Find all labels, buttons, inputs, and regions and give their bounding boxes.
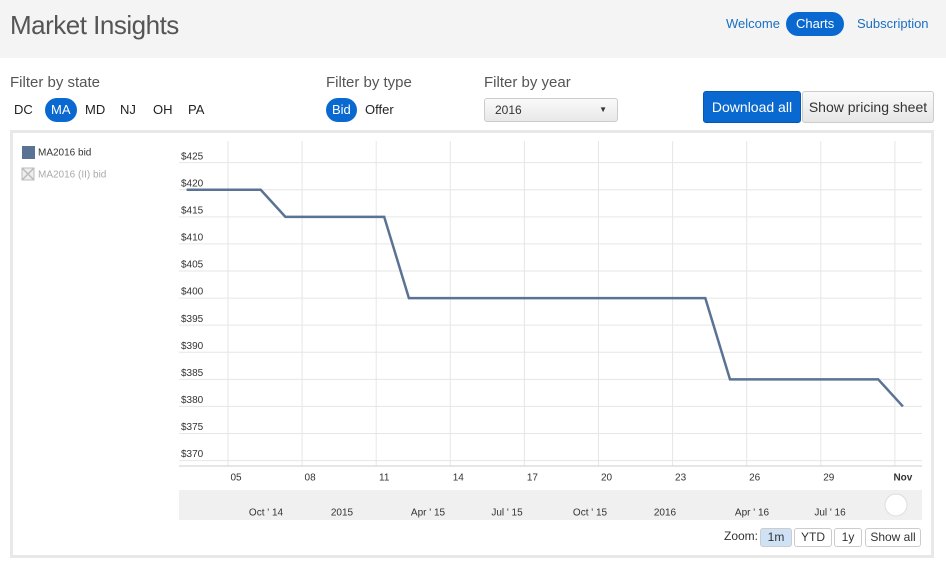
download-button[interactable]: Download all	[703, 91, 801, 123]
navigator-label: Jul ' 16	[814, 508, 846, 519]
y-tick-label: $425	[181, 151, 204, 162]
y-tick-label: $420	[181, 178, 204, 189]
navigator-label: Oct ' 14	[249, 508, 284, 519]
x-tick-label: 17	[527, 473, 539, 484]
x-tick-label: 29	[823, 473, 835, 484]
y-tick-label: $415	[181, 205, 204, 216]
caret: ▼	[599, 105, 607, 114]
y-tick-label: $395	[181, 314, 204, 325]
type-option[interactable]: Bid	[326, 98, 357, 122]
y-tick-label: $375	[181, 422, 204, 433]
zoom-button[interactable]: 1m	[760, 528, 792, 547]
year-select[interactable]: 2016 ▼	[484, 98, 618, 122]
x-tick-label: 23	[675, 473, 687, 484]
legend-label-hidden: MA2016 (II) bid	[38, 170, 106, 181]
zoom-label: Zoom:	[724, 529, 759, 543]
navigator-label: Apr ' 16	[735, 508, 770, 519]
x-tick-label: 20	[601, 473, 613, 484]
navigator	[179, 490, 922, 520]
legend-x	[21, 167, 35, 181]
y-tick-label: $405	[181, 260, 204, 271]
type-option[interactable]: Offer	[365, 102, 394, 117]
x-tick-label: 11	[379, 473, 390, 484]
y-tick-label: $400	[181, 287, 204, 298]
nav-link[interactable]: Subscription	[857, 16, 929, 31]
navigator-label: Oct ' 15	[573, 508, 608, 519]
navigator-label: 2016	[654, 508, 677, 519]
filter-label: Filter by type	[326, 74, 412, 91]
x-tick-label: 26	[749, 473, 761, 484]
y-tick-label: $380	[181, 395, 204, 406]
legend-label: MA2016 bid	[38, 148, 91, 159]
nav-link[interactable]: Charts	[786, 12, 845, 36]
year-value: 2016	[495, 103, 522, 117]
x-tick-label: 08	[305, 473, 317, 484]
state-option[interactable]: MD	[85, 102, 106, 117]
y-tick-label: $410	[181, 233, 204, 244]
x-tick-label: 14	[453, 473, 465, 484]
state-option[interactable]: PA	[188, 102, 205, 117]
zoom-button[interactable]: Show all	[865, 528, 921, 547]
app-title: Market Insights	[10, 10, 179, 40]
state-option[interactable]: MA	[45, 98, 77, 122]
filter-label: Filter by year	[484, 74, 571, 91]
nav-link[interactable]: Welcome	[726, 16, 780, 31]
filter-label: Filter by state	[10, 74, 101, 91]
y-tick-label: $370	[181, 449, 204, 460]
navigator-handle	[884, 493, 908, 517]
zoom-button[interactable]: YTD	[794, 528, 832, 547]
navigator-label: Apr ' 15	[411, 508, 446, 519]
chart-panel	[10, 130, 934, 558]
navigator-label: 2015	[331, 508, 354, 519]
state-option[interactable]: OH	[153, 102, 173, 117]
y-tick-label: $385	[181, 368, 204, 379]
x-tick-label: Nov	[893, 473, 912, 484]
legend-swatch	[22, 146, 35, 159]
state-option[interactable]: DC	[14, 102, 33, 117]
state-option[interactable]: NJ	[120, 102, 136, 117]
pricing-button[interactable]: Show pricing sheet	[802, 91, 934, 123]
navigator-label: Jul ' 15	[491, 508, 523, 519]
series-line	[186, 188, 904, 408]
y-tick-label: $390	[181, 341, 204, 352]
x-tick-label: 05	[230, 473, 242, 484]
zoom-button[interactable]: 1y	[834, 528, 862, 547]
